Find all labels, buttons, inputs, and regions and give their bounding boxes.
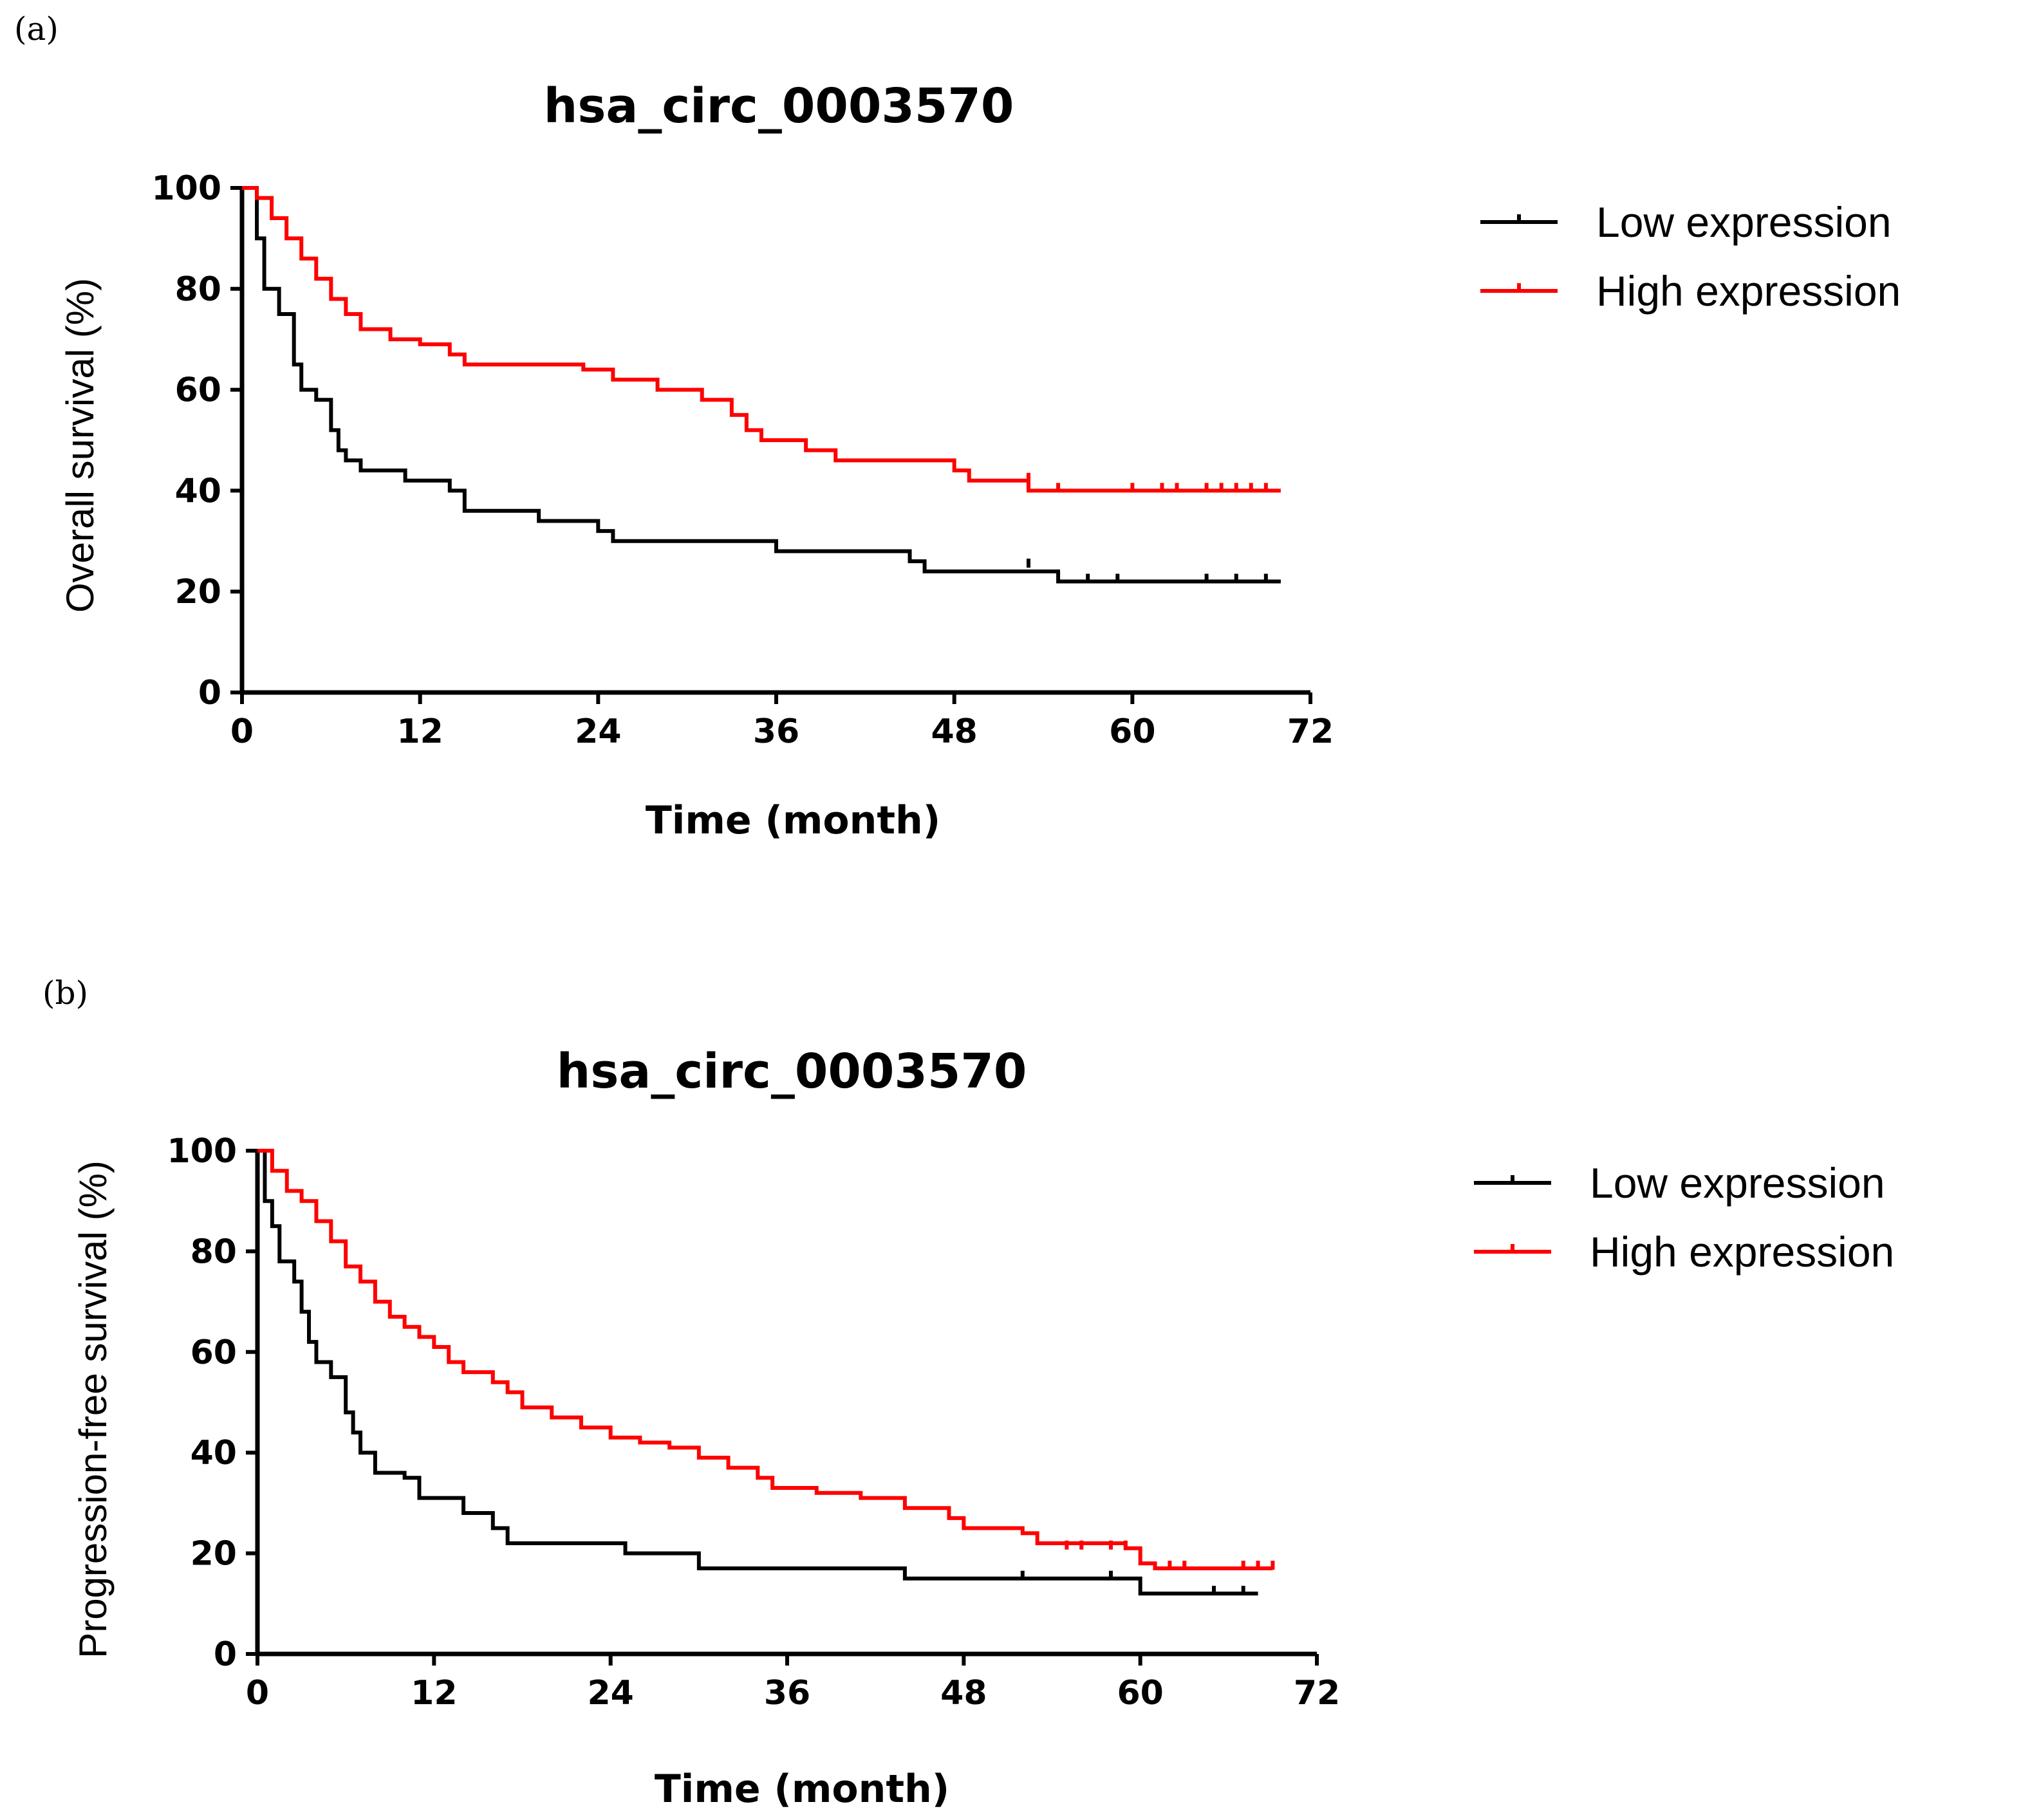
y-tick-label-a-0: 0 bbox=[198, 674, 221, 712]
x-tick-label-b-1: 12 bbox=[411, 1674, 457, 1713]
y-tick-label-b-3: 60 bbox=[191, 1333, 237, 1372]
legend-label-low-b: Low expression bbox=[1590, 1159, 1885, 1207]
legend-a: Low expression High expression bbox=[1480, 198, 1901, 315]
x-tick-label-a-0: 0 bbox=[230, 712, 254, 751]
panel-a: (a) hsa_circ_0003570 0 12 24 36 48 60 72 0 20 40 6… bbox=[14, 10, 1901, 843]
x-tick-label-b-5: 60 bbox=[1117, 1674, 1163, 1713]
x-tick-label-b-0: 0 bbox=[246, 1674, 269, 1713]
y-tick-label-a-2: 40 bbox=[175, 472, 221, 510]
panel-label-b: (b) bbox=[42, 974, 88, 1012]
km-curve-a-1 bbox=[242, 186, 1281, 493]
legend-label-low-a: Low expression bbox=[1596, 198, 1892, 246]
x-tick-label-a-1: 12 bbox=[396, 712, 443, 751]
legend-b: Low expression High expression bbox=[1474, 1159, 1894, 1276]
y-tick-label-b-2: 40 bbox=[191, 1434, 237, 1472]
x-tick-label-b-4: 48 bbox=[940, 1674, 987, 1713]
km-curve-b-1 bbox=[257, 1149, 1273, 1571]
x-tick-label-a-4: 48 bbox=[931, 712, 977, 751]
x-tick-label-b-6: 72 bbox=[1294, 1674, 1340, 1713]
x-tick-label-a-2: 24 bbox=[575, 712, 621, 751]
legend-label-high-b: High expression bbox=[1590, 1228, 1894, 1276]
x-tick-label-a-3: 36 bbox=[753, 712, 799, 751]
x-axis-label-a: Time (month) bbox=[646, 798, 940, 843]
x-tick-label-a-6: 72 bbox=[1287, 712, 1334, 751]
y-tick-label-b-4: 80 bbox=[191, 1232, 237, 1271]
plot-area-b: 0 12 24 36 48 60 72 0 20 40 60 80 100 bbox=[167, 1132, 1340, 1713]
y-tick-label-a-3: 60 bbox=[175, 371, 221, 410]
y-tick-label-a-1: 20 bbox=[175, 573, 221, 611]
km-curve-a-0 bbox=[242, 186, 1281, 584]
chart-title-b: hsa_circ_0003570 bbox=[557, 1044, 1027, 1099]
y-axis-label-b: Progression-free survival (%) bbox=[71, 1160, 115, 1658]
y-tick-label-b-0: 0 bbox=[214, 1635, 237, 1674]
panel-label-a: (a) bbox=[14, 10, 59, 48]
legend-label-high-a: High expression bbox=[1596, 267, 1901, 315]
y-tick-label-a-5: 100 bbox=[151, 169, 221, 208]
x-axis-label-b: Time (month) bbox=[655, 1767, 949, 1812]
x-tick-label-b-2: 24 bbox=[587, 1674, 633, 1713]
y-tick-label-b-1: 20 bbox=[191, 1535, 237, 1574]
km-curve-b-0 bbox=[257, 1149, 1258, 1596]
chart-title-a: hsa_circ_0003570 bbox=[544, 79, 1014, 134]
x-tick-label-a-5: 60 bbox=[1109, 712, 1155, 751]
y-tick-label-a-4: 80 bbox=[175, 270, 221, 309]
plot-area-a: 0 12 24 36 48 60 72 0 20 40 60 80 100 bbox=[151, 169, 1334, 751]
panel-b: (b) hsa_circ_0003570 0 12 24 36 48 60 72 0 20 40 6… bbox=[42, 974, 1894, 1812]
y-tick-label-b-5: 100 bbox=[167, 1132, 237, 1171]
x-tick-label-b-3: 36 bbox=[764, 1674, 810, 1713]
y-axis-label-a: Overall survival (%) bbox=[59, 278, 102, 613]
